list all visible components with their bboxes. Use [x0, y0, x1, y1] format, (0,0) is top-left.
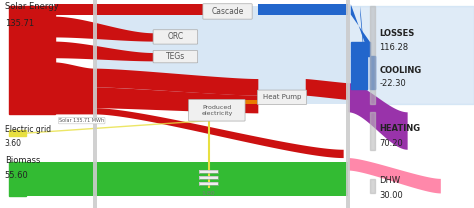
Polygon shape	[190, 53, 194, 60]
Text: Solar 135.71 MWh: Solar 135.71 MWh	[59, 118, 104, 123]
FancyBboxPatch shape	[153, 30, 198, 44]
Polygon shape	[351, 42, 370, 56]
Polygon shape	[95, 87, 258, 113]
Polygon shape	[351, 56, 367, 89]
Text: 3.60: 3.60	[5, 139, 22, 148]
Text: Produced
electricity: Produced electricity	[201, 105, 233, 116]
Polygon shape	[199, 170, 218, 173]
Text: LOSSES: LOSSES	[379, 29, 414, 38]
Polygon shape	[360, 6, 367, 98]
Polygon shape	[9, 162, 26, 196]
Polygon shape	[306, 79, 348, 100]
Text: Biomass: Biomass	[5, 156, 40, 165]
Text: COOLING: COOLING	[379, 66, 421, 75]
Polygon shape	[348, 83, 408, 150]
Text: 30.00: 30.00	[379, 191, 403, 200]
Polygon shape	[190, 33, 194, 37]
Text: 116.28: 116.28	[379, 43, 408, 52]
Polygon shape	[95, 162, 348, 196]
Polygon shape	[194, 100, 258, 104]
Polygon shape	[370, 179, 375, 193]
Text: TEGs: TEGs	[166, 52, 185, 61]
Polygon shape	[95, 69, 258, 96]
Polygon shape	[199, 176, 218, 179]
Text: Electric grid: Electric grid	[5, 125, 51, 134]
Text: Heat Pump: Heat Pump	[263, 94, 301, 100]
Polygon shape	[26, 162, 95, 196]
Polygon shape	[9, 6, 55, 114]
Polygon shape	[258, 4, 348, 15]
Polygon shape	[55, 42, 154, 61]
FancyBboxPatch shape	[189, 99, 245, 121]
FancyBboxPatch shape	[203, 4, 252, 19]
Text: 70.20: 70.20	[379, 139, 403, 148]
Polygon shape	[55, 17, 154, 42]
Polygon shape	[348, 158, 441, 193]
Polygon shape	[346, 0, 350, 208]
FancyBboxPatch shape	[153, 51, 198, 63]
Polygon shape	[370, 56, 375, 89]
Text: 55.60: 55.60	[5, 171, 28, 180]
Polygon shape	[370, 112, 375, 150]
Polygon shape	[95, 6, 348, 104]
Text: HEATING: HEATING	[379, 124, 420, 134]
Text: 135.71: 135.71	[5, 19, 34, 28]
Polygon shape	[55, 62, 95, 114]
FancyBboxPatch shape	[257, 90, 307, 104]
Polygon shape	[351, 4, 370, 56]
Polygon shape	[348, 6, 474, 104]
Polygon shape	[199, 182, 218, 185]
Text: -22.30: -22.30	[379, 79, 406, 88]
Text: Cascade: Cascade	[211, 7, 244, 16]
Polygon shape	[9, 130, 26, 136]
Text: ORC: ORC	[167, 32, 183, 41]
Polygon shape	[93, 0, 97, 208]
Polygon shape	[95, 108, 344, 158]
Polygon shape	[55, 4, 204, 15]
Text: Solar Energy: Solar Energy	[5, 2, 58, 11]
Text: 1.80: 1.80	[202, 191, 215, 196]
Text: DHW: DHW	[379, 176, 401, 186]
Polygon shape	[370, 6, 375, 104]
